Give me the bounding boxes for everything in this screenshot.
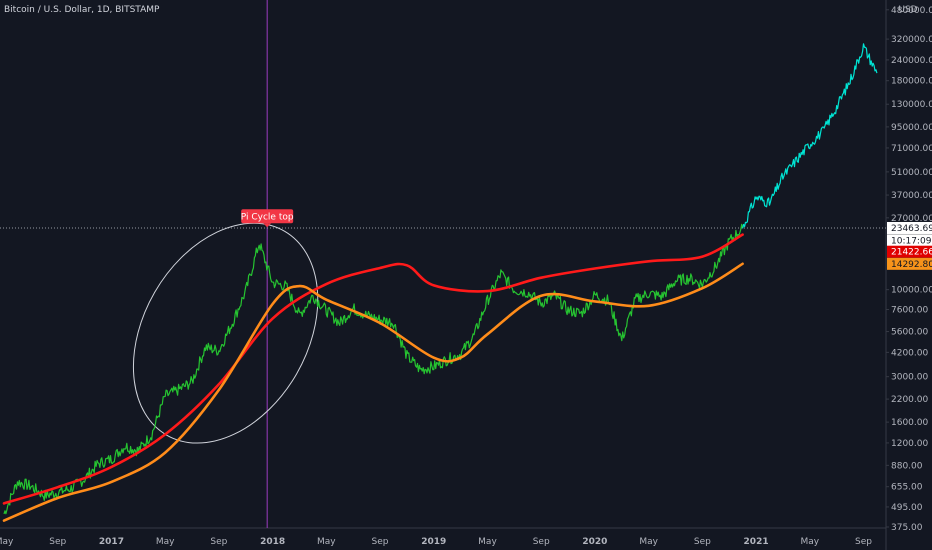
x-tick-label: Sep: [49, 537, 66, 547]
x-tick-label: Sep: [210, 537, 227, 547]
pi-cycle-label: Pi Cycle top: [241, 213, 294, 223]
y-tick-label: 27000.00: [891, 214, 932, 224]
y-tick-label: 71000.00: [891, 144, 932, 154]
y-tick-label: 240000.00: [891, 56, 932, 66]
price-badge: 14292.80: [891, 260, 932, 270]
x-tick-label: 2018: [260, 537, 285, 547]
price-badge-box: [887, 245, 932, 258]
y-tick-label: 95000.00: [891, 123, 932, 133]
y-tick-label: 655.00: [891, 483, 923, 493]
projection-series-line: [742, 43, 878, 229]
y-tick-label: 1200.00: [891, 439, 928, 449]
x-tick-label: Sep: [533, 537, 550, 547]
y-tick-label: 480000.00: [891, 6, 932, 16]
x-tick-label: 2017: [99, 537, 124, 547]
pi-cycle-label-box: [241, 209, 294, 224]
price-badge-box: [887, 234, 932, 247]
y-tick-label: 130000.00: [891, 100, 932, 110]
x-tick-label: Sep: [855, 537, 872, 547]
y-tick-label: 2200.00: [891, 395, 928, 405]
pi-cycle-label-pointer: [263, 223, 272, 228]
price-badge-box: [887, 257, 932, 270]
x-tick-label: May: [639, 537, 658, 547]
y-tick-label: 495.00: [891, 503, 923, 513]
y-tick-label: 320000.00: [891, 35, 932, 45]
y-tick-label: 10000.00: [891, 286, 932, 296]
x-tick-label: 2021: [744, 537, 769, 547]
cycle-top-ellipse: [132, 222, 319, 444]
y-tick-label: 7600.00: [891, 305, 928, 315]
chart-title: Bitcoin / U.S. Dollar, 1D, BITSTAMP: [4, 5, 160, 15]
x-tick-label: Sep: [694, 537, 711, 547]
price-badge-box: [887, 221, 932, 234]
y-tick-label: 4200.00: [891, 348, 928, 358]
x-tick-label: 2019: [421, 537, 446, 547]
y-tick-label: 375.00: [891, 523, 923, 533]
x-tick-label: May: [800, 537, 819, 547]
x-tick-label: 2020: [582, 537, 607, 547]
y-tick-label: 880.00: [891, 461, 923, 471]
price-badge: 23463.69: [891, 224, 932, 234]
y-axis-unit: USD: [898, 5, 917, 15]
x-tick-label: May: [317, 537, 336, 547]
orange-ma-line: [2, 262, 744, 522]
y-tick-label: 1600.00: [891, 418, 928, 428]
y-tick-label: 5600.00: [891, 328, 928, 338]
x-tick-label: May: [0, 537, 14, 547]
y-tick-label: 3000.00: [891, 373, 928, 383]
y-tick-label: 37000.00: [891, 191, 932, 201]
x-tick-label: May: [156, 537, 175, 547]
price-badge: 21422.66: [891, 248, 932, 258]
y-tick-label: 180000.00: [891, 77, 932, 87]
price-badge: 10:17:09: [891, 236, 932, 246]
x-tick-label: Sep: [372, 537, 389, 547]
y-tick-label: 51000.00: [891, 168, 932, 178]
x-tick-label: May: [478, 537, 497, 547]
red-ma-line: [2, 233, 744, 505]
